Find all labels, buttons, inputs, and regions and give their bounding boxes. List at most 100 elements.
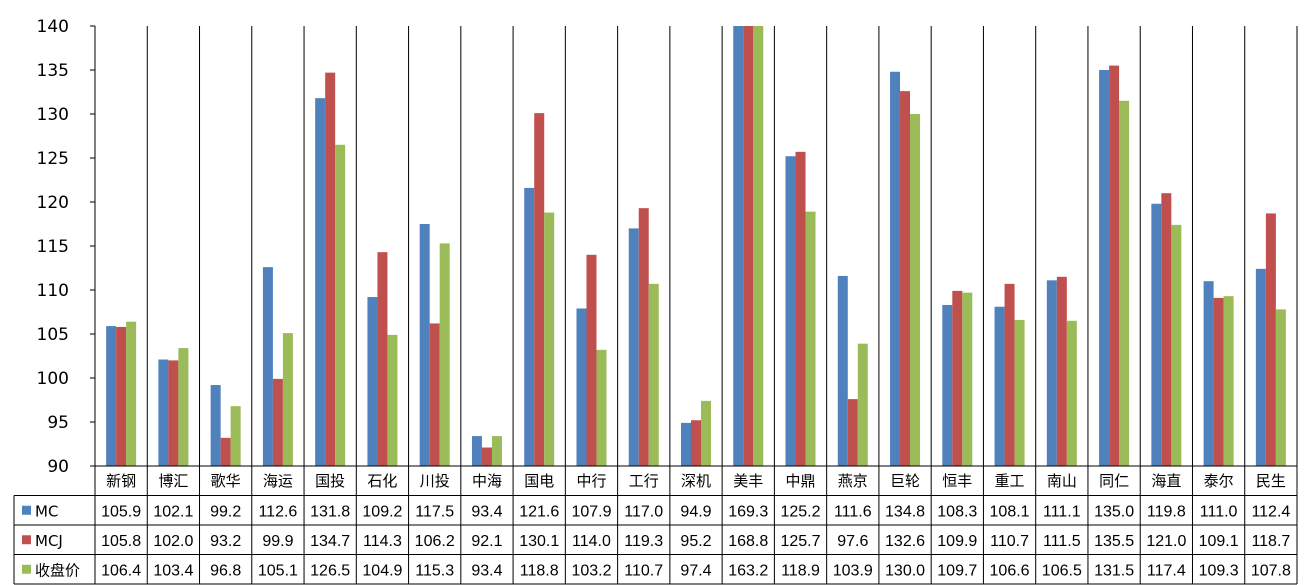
y-tick-label: 130 — [37, 105, 69, 125]
data-label-收盘价: 163.2 — [728, 562, 768, 579]
category-label: 中行 — [576, 472, 606, 490]
category-label: 国投 — [315, 472, 345, 490]
bar-MCJ-中海 — [481, 447, 492, 466]
data-label-收盘价: 104.9 — [362, 562, 402, 579]
bar-MCJ-民生 — [1265, 213, 1276, 466]
data-label-MCJ: 119.3 — [624, 533, 663, 550]
legend-swatch-MC — [22, 505, 31, 515]
data-label-收盘价: 106.4 — [101, 562, 141, 579]
bar-收盘价-工行 — [648, 283, 659, 466]
y-tick-label: 135 — [37, 61, 69, 81]
bar-MC-中鼎 — [785, 156, 796, 467]
data-label-MC: 169.3 — [728, 503, 768, 520]
category-label: 南山 — [1047, 472, 1077, 490]
bar-MCJ-泰尔 — [1213, 297, 1224, 466]
data-label-收盘价: 131.5 — [1094, 562, 1134, 579]
data-label-MCJ: 121.0 — [1146, 533, 1186, 550]
data-label-MC: 134.8 — [885, 503, 925, 520]
bar-MC-巨轮 — [890, 71, 901, 466]
legend-label-MC: MC — [35, 502, 58, 520]
data-label-MC: 112.6 — [258, 503, 297, 520]
data-label-收盘价: 110.7 — [624, 562, 663, 579]
bar-MCJ-海直 — [1161, 193, 1172, 466]
data-label-MC: 111.0 — [1200, 503, 1238, 520]
bar-MCJ-海运 — [272, 378, 283, 466]
bar-收盘价-海直 — [1171, 224, 1182, 466]
bar-收盘价-恒丰 — [962, 292, 973, 466]
data-label-收盘价: 93.4 — [471, 562, 502, 579]
data-label-MCJ: 168.8 — [728, 533, 768, 550]
data-label-MCJ: 114.3 — [363, 533, 402, 550]
bar-MCJ-中鼎 — [795, 151, 806, 466]
data-label-MCJ: 114.0 — [572, 533, 611, 550]
data-label-MC: 121.6 — [519, 503, 559, 520]
bar-收盘价-国电 — [544, 212, 555, 466]
data-label-MCJ: 93.2 — [210, 533, 241, 550]
data-label-收盘价: 115.3 — [415, 562, 454, 579]
bar-MC-海运 — [262, 267, 273, 466]
category-label: 恒丰 — [942, 472, 972, 490]
y-tick-label: 120 — [37, 193, 69, 213]
data-label-收盘价: 97.4 — [680, 562, 711, 579]
data-label-收盘价: 103.9 — [833, 562, 873, 579]
data-label-MCJ: 109.9 — [937, 533, 977, 550]
bar-收盘价-民生 — [1275, 309, 1286, 466]
data-label-收盘价: 103.2 — [571, 562, 611, 579]
category-label: 工行 — [629, 472, 659, 490]
data-label-MC: 105.9 — [101, 503, 141, 520]
data-label-MC: 107.9 — [571, 503, 611, 520]
data-label-收盘价: 117.4 — [1147, 562, 1186, 579]
data-label-MCJ: 97.6 — [837, 533, 868, 550]
bar-MCJ-南山 — [1056, 276, 1067, 466]
bar-MC-新钢 — [106, 326, 117, 466]
data-label-MCJ: 102.0 — [153, 533, 193, 550]
bar-收盘价-新钢 — [126, 321, 137, 466]
data-label-收盘价: 109.7 — [937, 562, 977, 579]
y-tick-label: 95 — [47, 413, 69, 433]
bar-MCJ-新钢 — [116, 326, 127, 466]
category-label: 中鼎 — [786, 472, 816, 490]
data-label-收盘价: 106.5 — [1042, 562, 1082, 579]
category-label: 燕京 — [838, 472, 868, 490]
bar-MC-川投 — [419, 224, 430, 466]
data-table: 新钢 博汇 歌华 海运 国投 石化 川投 中海 国电 中行 工行 深机 美丰 中鼎 燕京 巨轮 恒丰 重工 南山 同仁… — [13, 26, 1298, 585]
y-tick-label: 115 — [37, 237, 69, 257]
bar-收盘价-中鼎 — [805, 211, 816, 466]
data-label-MC: 119.8 — [1147, 503, 1186, 520]
data-label-MCJ: 125.7 — [780, 533, 820, 550]
category-label: 石化 — [367, 472, 397, 490]
bar-MC-深机 — [681, 422, 691, 466]
bar-收盘价-同仁 — [1119, 100, 1130, 467]
data-label-MCJ: 134.7 — [310, 533, 350, 550]
data-label-MC: 117.0 — [624, 503, 663, 520]
data-label-MC: 99.2 — [210, 503, 241, 520]
data-label-MCJ: 105.8 — [101, 533, 141, 550]
bar-MCJ-工行 — [638, 208, 649, 466]
data-label-MC: 125.2 — [780, 503, 820, 520]
data-label-收盘价: 96.8 — [210, 562, 241, 579]
bar-MC-中行 — [576, 308, 587, 466]
bar-收盘价-巨轮 — [910, 114, 921, 466]
data-label-收盘价: 118.8 — [520, 562, 559, 579]
data-label-MC: 117.5 — [415, 503, 454, 520]
bar-MC-南山 — [1046, 280, 1057, 466]
bar-MCJ-恒丰 — [952, 290, 963, 466]
data-label-MC: 102.1 — [153, 503, 193, 520]
bar-收盘价-石化 — [387, 334, 398, 466]
bar-MC-恒丰 — [942, 304, 953, 466]
legend-swatch-MCJ — [22, 535, 31, 545]
category-label: 美丰 — [733, 472, 763, 490]
bar-MC-燕京 — [837, 275, 848, 466]
category-label: 博汇 — [158, 472, 188, 490]
bars — [106, 26, 1286, 467]
bar-MC-同仁 — [1099, 70, 1110, 466]
bar-收盘价-美丰 — [753, 26, 764, 466]
bar-收盘价-博汇 — [178, 348, 189, 466]
data-label-MC: 93.4 — [471, 503, 502, 520]
legend-swatch-收盘价 — [22, 564, 31, 574]
bar-MC-歌华 — [210, 385, 221, 466]
bar-收盘价-中行 — [596, 349, 607, 466]
bar-MC-国电 — [524, 187, 535, 467]
data-label-收盘价: 106.6 — [990, 562, 1030, 579]
